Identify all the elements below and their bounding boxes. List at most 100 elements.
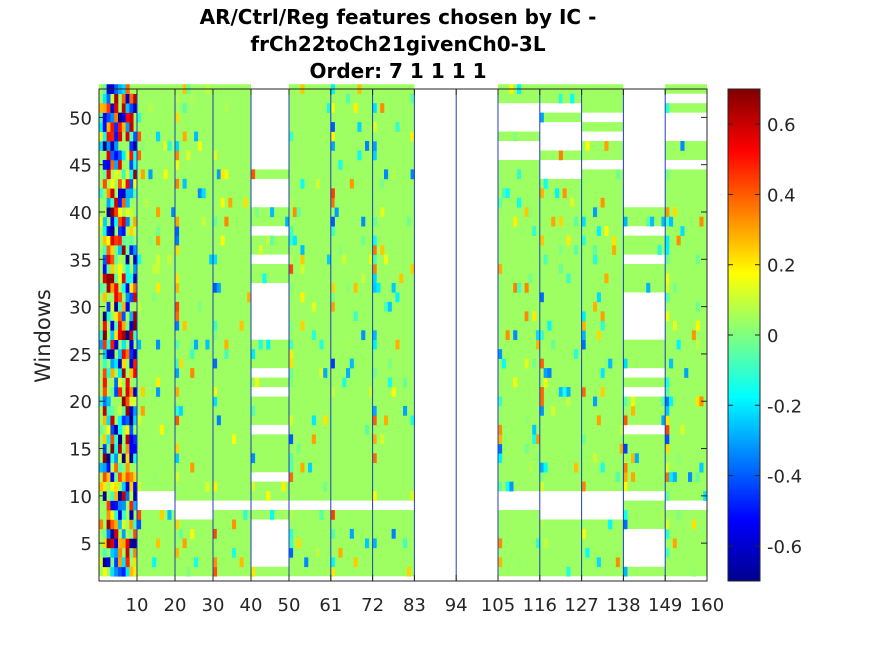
heatmap-cell xyxy=(129,415,134,426)
heatmap-cell xyxy=(106,188,111,199)
heatmap-block xyxy=(175,519,213,577)
heatmap-block xyxy=(175,84,213,501)
heatmap-cell xyxy=(175,112,180,123)
heatmap-cell xyxy=(121,472,126,482)
heatmap-cell xyxy=(148,169,153,180)
heatmap-cell xyxy=(129,330,134,341)
heatmap-cell xyxy=(114,254,119,265)
heatmap-cell xyxy=(110,424,115,435)
heatmap-cell xyxy=(118,377,123,388)
heatmap-cell xyxy=(581,387,586,397)
heatmap-cell xyxy=(186,150,191,161)
heatmap-cell xyxy=(118,226,123,236)
heatmap-cell xyxy=(114,557,119,568)
heatmap-block xyxy=(251,434,289,473)
heatmap-cell xyxy=(551,405,556,416)
heatmap-cell xyxy=(156,339,161,350)
heatmap-cell xyxy=(133,358,138,369)
heatmap-cell xyxy=(118,500,123,511)
heatmap-cell xyxy=(289,547,294,558)
heatmap-cell xyxy=(596,415,601,426)
heatmap-cell xyxy=(106,159,111,170)
heatmap-cell xyxy=(125,141,130,151)
heatmap-cell xyxy=(137,301,142,312)
heatmap-cell xyxy=(596,226,601,236)
heatmap-cell xyxy=(129,254,134,265)
heatmap-cell xyxy=(570,197,575,208)
heatmap-cell xyxy=(156,282,161,293)
heatmap-cell xyxy=(547,368,552,378)
heatmap-cell xyxy=(121,538,126,549)
heatmap-cell xyxy=(118,245,123,255)
heatmap-cell xyxy=(228,197,233,208)
heatmap-cell xyxy=(102,472,107,482)
heatmap-cell xyxy=(285,216,290,227)
heatmap-cell xyxy=(213,528,218,539)
heatmap-cell xyxy=(665,443,670,454)
heatmap-cell xyxy=(182,178,187,189)
heatmap-cell xyxy=(387,358,392,369)
heatmap-cell xyxy=(110,178,115,189)
heatmap-cell xyxy=(665,462,670,473)
heatmap-cell xyxy=(133,396,138,407)
heatmap-cell xyxy=(513,131,518,142)
heatmap-cell xyxy=(129,122,134,132)
heatmap-cell xyxy=(372,453,377,464)
heatmap-cell xyxy=(121,93,126,104)
heatmap-cell xyxy=(330,301,335,312)
heatmap-cell xyxy=(372,150,377,161)
heatmap-cell xyxy=(323,415,328,426)
heatmap-cell xyxy=(289,434,294,445)
heatmap-cell xyxy=(612,235,617,246)
heatmap-cell xyxy=(403,405,408,416)
heatmap-cell xyxy=(213,254,218,265)
heatmap-cell xyxy=(118,538,123,549)
heatmap-cell xyxy=(361,235,366,246)
heatmap-cell xyxy=(292,235,297,246)
heatmap-cell xyxy=(581,434,586,445)
heatmap-cell xyxy=(353,103,358,113)
heatmap-cell xyxy=(102,405,107,416)
heatmap-cell xyxy=(498,396,503,407)
heatmap-cell xyxy=(110,245,115,255)
heatmap-cell xyxy=(125,254,130,265)
heatmap-cell xyxy=(665,491,670,501)
heatmap-cell xyxy=(338,245,343,255)
heatmap-cell xyxy=(118,462,123,473)
heatmap-cell xyxy=(106,226,111,236)
heatmap-cell xyxy=(665,254,670,265)
heatmap-cell xyxy=(536,453,541,464)
heatmap-cell xyxy=(110,528,115,539)
heatmap-cell xyxy=(676,235,681,246)
heatmap-cell xyxy=(216,528,221,539)
heatmap-cell xyxy=(266,339,271,350)
heatmap-cell xyxy=(251,566,256,577)
heatmap-cell xyxy=(353,311,358,322)
heatmap-cell xyxy=(213,330,218,341)
heatmap-cell xyxy=(361,330,366,341)
heatmap-cell xyxy=(125,377,130,388)
x-tick-label: 61 xyxy=(319,595,342,616)
heatmap-cell xyxy=(175,368,180,378)
heatmap-cell xyxy=(133,481,138,492)
heatmap-cell xyxy=(175,273,180,284)
heatmap-cell xyxy=(121,368,126,378)
heatmap-cell xyxy=(539,481,544,492)
heatmap-cell xyxy=(129,159,134,170)
x-tick-label: 127 xyxy=(564,595,598,616)
heatmap-cell xyxy=(175,443,180,454)
heatmap-cell xyxy=(372,368,377,378)
heatmap-cell xyxy=(99,226,104,236)
heatmap-cell xyxy=(121,178,126,189)
heatmap-cell xyxy=(129,150,134,161)
heatmap-cell xyxy=(539,387,544,397)
heatmap-cell xyxy=(539,330,544,341)
heatmap-block xyxy=(539,112,582,123)
x-tick-label: 50 xyxy=(278,595,301,616)
heatmap-cell xyxy=(213,557,218,568)
heatmap-cell xyxy=(102,122,107,132)
heatmap-cell xyxy=(353,557,358,568)
heatmap-cell xyxy=(110,159,115,170)
heatmap-cell xyxy=(102,264,107,274)
heatmap-cell xyxy=(505,188,510,199)
